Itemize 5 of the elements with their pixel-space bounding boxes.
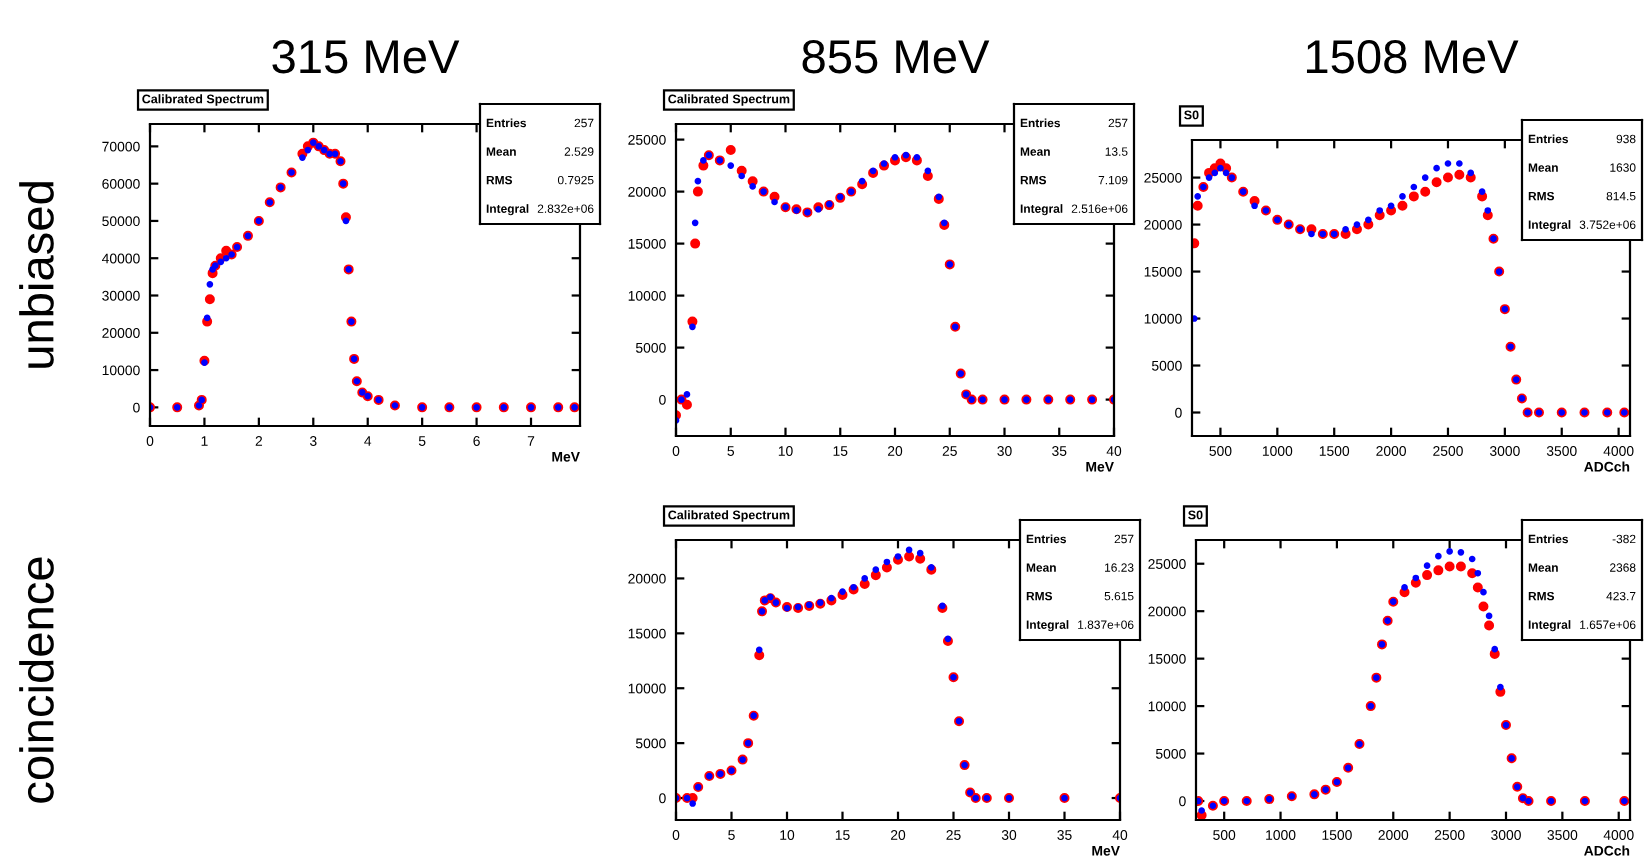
chart-subtitle: 315 MeV <box>272 40 460 74</box>
chart-subtitle: 855 MeV <box>802 40 990 74</box>
chart-subtitle: 1508 MeV <box>1306 40 1519 74</box>
y-axis-title: unbiased <box>19 182 54 368</box>
y-axis-title: coincidence <box>19 557 54 803</box>
